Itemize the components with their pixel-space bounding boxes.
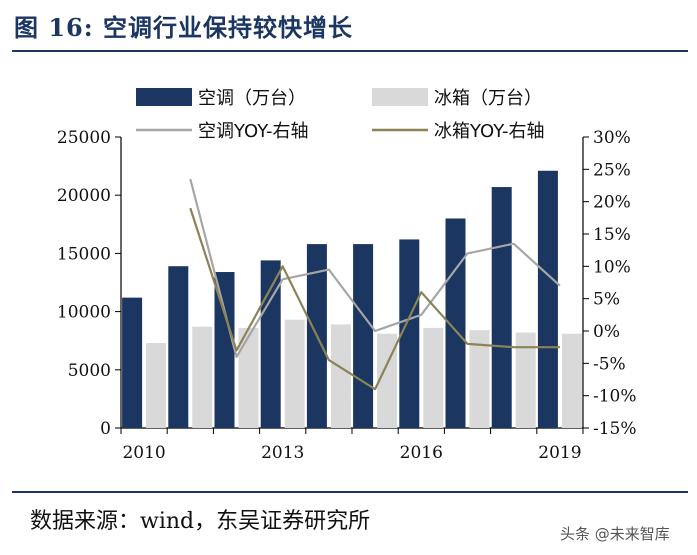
x-tick-label: 2019 bbox=[538, 443, 581, 463]
right-tick-label: -10% bbox=[593, 387, 637, 407]
legend-ac-swatch bbox=[136, 88, 192, 106]
left-tick-label: 0 bbox=[100, 419, 111, 439]
ac-bar bbox=[214, 272, 235, 428]
x-tick-label: 2013 bbox=[261, 443, 304, 463]
right-tick-label: 15% bbox=[593, 225, 631, 245]
ac-bar bbox=[168, 266, 189, 428]
combo-chart: 空调（万台） 冰箱（万台） 空调YOY-右轴 冰箱YOY-右轴 0 5000 10000 1… bbox=[57, 88, 637, 463]
right-tick-label: -5% bbox=[593, 354, 626, 374]
x-tick-label: 2010 bbox=[122, 443, 165, 463]
fridge-yoy-line bbox=[189, 207, 560, 391]
ac-bar bbox=[399, 239, 420, 428]
legend-fridge-yoy-label: 冰箱YOY-右轴 bbox=[434, 121, 545, 142]
fridge-bar bbox=[238, 327, 259, 428]
left-tick-label: 5000 bbox=[68, 361, 111, 381]
legend-fridge-swatch bbox=[372, 88, 428, 106]
fridge-bar bbox=[515, 332, 536, 428]
left-tick-label: 10000 bbox=[57, 303, 111, 323]
right-tick-label: -15% bbox=[593, 419, 637, 439]
right-tick-label: 10% bbox=[593, 257, 631, 277]
fridge-bar bbox=[146, 343, 167, 428]
source-note: 数据来源：wind，东吴证券研究所 bbox=[30, 509, 371, 534]
ac-bar bbox=[491, 187, 512, 428]
left-tick-label: 15000 bbox=[57, 244, 111, 264]
ac-bar bbox=[260, 260, 281, 428]
ac-bar bbox=[537, 170, 558, 429]
ac-bar bbox=[122, 297, 143, 428]
watermark: 头条 @未来智库 bbox=[556, 523, 674, 544]
left-tick-label: 20000 bbox=[57, 186, 111, 206]
ac-yoy-line bbox=[189, 178, 561, 358]
x-tick-label: 2016 bbox=[400, 443, 443, 463]
fridge-bar bbox=[192, 326, 213, 428]
right-tick-label: 30% bbox=[593, 128, 631, 148]
fridge-bar bbox=[284, 319, 305, 428]
axes: 0 5000 10000 15000 20000 25000 -15% -10% -5% 0% 5%… bbox=[57, 128, 637, 463]
title-divider bbox=[12, 50, 688, 52]
right-tick-label: 0% bbox=[593, 322, 620, 342]
right-tick-label: 25% bbox=[593, 160, 631, 180]
legend-ac-label: 空调（万台） bbox=[198, 88, 306, 109]
right-tick-label: 20% bbox=[593, 193, 631, 213]
lines bbox=[189, 178, 561, 391]
ac-bar bbox=[353, 244, 374, 428]
figure-title: 图 16: 空调行业保持较快增长 bbox=[14, 13, 353, 42]
bars bbox=[122, 170, 582, 429]
fridge-bar bbox=[377, 333, 398, 428]
right-tick-label: 5% bbox=[593, 290, 620, 310]
legend-fridge-label: 冰箱（万台） bbox=[434, 88, 542, 109]
legend-ac-yoy-label: 空调YOY-右轴 bbox=[198, 121, 309, 142]
fridge-bar bbox=[561, 333, 582, 428]
ac-bar bbox=[445, 218, 466, 428]
fridge-bar bbox=[469, 330, 490, 428]
legend: 空调（万台） 冰箱（万台） 空调YOY-右轴 冰箱YOY-右轴 bbox=[136, 88, 545, 142]
fridge-bar bbox=[330, 324, 351, 428]
left-tick-label: 25000 bbox=[57, 128, 111, 148]
source-divider bbox=[12, 491, 688, 493]
fridge-bar bbox=[423, 327, 444, 428]
